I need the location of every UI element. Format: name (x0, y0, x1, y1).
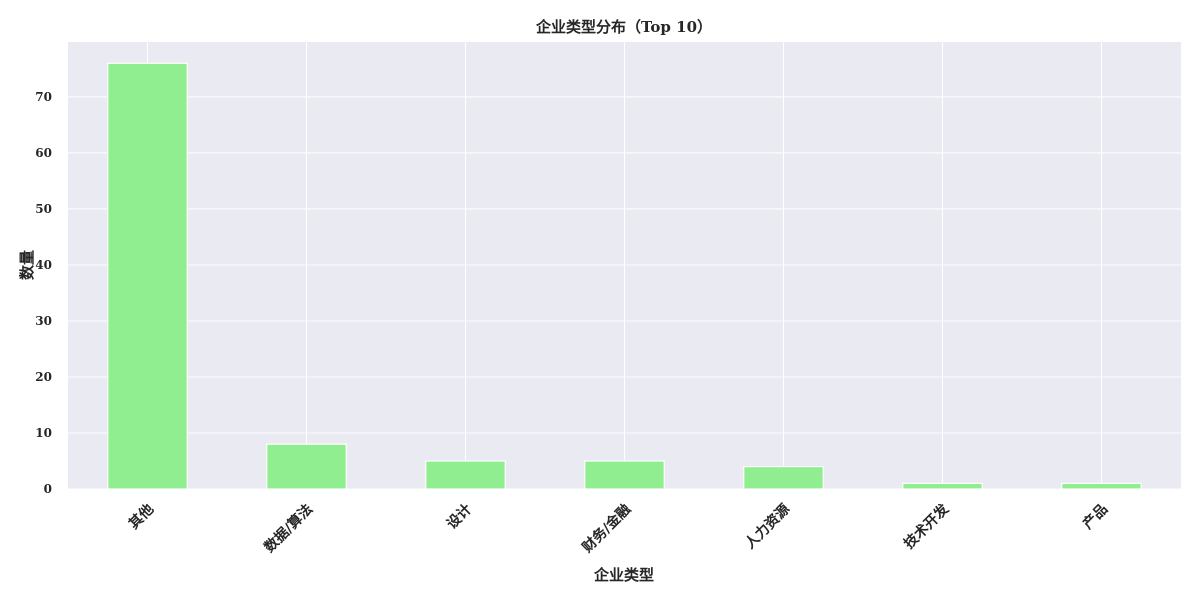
bar (743, 465, 824, 490)
y-tick-label: 20 (35, 370, 52, 384)
y-tick-label: 60 (35, 146, 52, 160)
x-tick-label: 数据/算法 (261, 501, 316, 556)
x-tick-label: 设计 (443, 501, 475, 533)
x-tick-label: 技术开发 (900, 500, 952, 552)
x-tick-label: 人力资源 (741, 501, 793, 553)
bar (266, 443, 347, 490)
y-tick-label: 30 (35, 314, 52, 328)
bar (584, 460, 665, 490)
y-tick-label: 0 (44, 482, 52, 496)
y-tick-labels: 0 10 20 30 40 50 60 70 (35, 90, 52, 496)
bars (107, 62, 1142, 490)
x-tick-label: 其他 (125, 501, 157, 533)
y-axis-label: 数量 (18, 250, 36, 280)
bar (1061, 482, 1142, 490)
bar (902, 482, 983, 490)
x-tick-label: 产品 (1079, 501, 1111, 533)
bar (425, 460, 506, 490)
y-tick-label: 50 (35, 202, 52, 216)
x-axis-label: 企业类型 (593, 566, 654, 584)
y-tick-label: 70 (35, 90, 52, 104)
y-tick-label: 10 (35, 426, 52, 440)
chart-title: 企业类型分布（Top 10） (535, 18, 712, 36)
x-tick-label: 财务/金融 (578, 501, 634, 557)
x-tick-labels: 其他 数据/算法 设计 财务/金融 人力资源 技术开发 产品 (125, 500, 1111, 557)
y-tick-label: 40 (35, 258, 52, 272)
bar (107, 62, 188, 490)
